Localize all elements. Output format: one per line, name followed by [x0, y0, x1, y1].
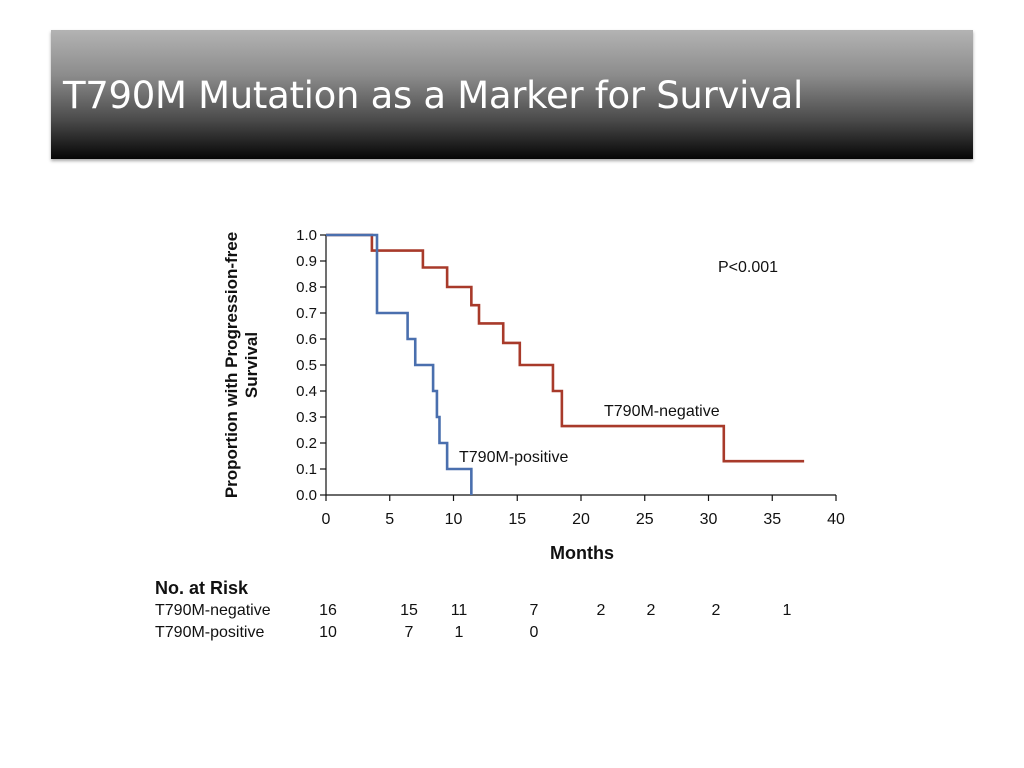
series-label: T790M-negative: [604, 403, 720, 420]
x-tick-label: 35: [763, 511, 781, 528]
y-tick-label: 0.7: [296, 305, 317, 322]
risk-row-label-positive: T790M-positive: [155, 624, 265, 641]
risk-value: 16: [319, 602, 337, 619]
risk-value: 1: [782, 602, 792, 619]
y-tick-label: 1.0: [296, 227, 317, 244]
x-tick-label: 30: [700, 511, 718, 528]
y-tick-label: 0.9: [296, 253, 317, 270]
risk-value: 2: [646, 602, 656, 619]
risk-table-heading: No. at Risk: [155, 578, 249, 598]
y-tick-label: 0.6: [296, 331, 317, 348]
y-axis-title: Proportion with Progression-freeSurvival: [222, 232, 261, 498]
series-line-t790m-negative: [326, 233, 805, 463]
risk-value: 2: [711, 602, 721, 619]
y-tick-label: 0.8: [296, 279, 317, 296]
x-tick-label: 10: [445, 511, 463, 528]
risk-table: No. at Risk T790M-negative T790M-positiv…: [155, 578, 855, 658]
p-value-annotation: P<0.001: [718, 259, 778, 276]
chart-series: [326, 233, 805, 495]
chart-axes: [320, 234, 837, 501]
y-tick-label: 0.2: [296, 435, 317, 452]
y-tick-label: 0.1: [296, 461, 317, 478]
x-tick-label: 15: [508, 511, 526, 528]
x-tick-label: 5: [385, 511, 394, 528]
risk-value: 0: [529, 624, 539, 641]
y-tick-label: 0.5: [296, 357, 317, 374]
x-tick-label: 0: [322, 511, 331, 528]
risk-value: 1: [454, 624, 464, 641]
risk-value: 15: [400, 602, 418, 619]
risk-value: 10: [319, 624, 337, 641]
risk-value: 11: [450, 602, 468, 619]
title-bar: T790M Mutation as a Marker for Survival: [51, 30, 973, 159]
series-label: T790M-positive: [459, 449, 568, 466]
risk-value: 2: [596, 602, 606, 619]
chart-labels: 0.0 0.1 0.2 0.3 0.4 0.5 0.6 0.7 0.8 0.9 1.0 0 5 10 15 2…: [222, 227, 845, 563]
y-tick-label: 0.4: [296, 383, 317, 400]
slide-title: T790M Mutation as a Marker for Survival: [63, 74, 804, 117]
x-tick-label: 40: [827, 511, 845, 528]
x-tick-label: 25: [636, 511, 654, 528]
risk-value: 7: [529, 602, 539, 619]
risk-row-label-negative: T790M-negative: [155, 602, 271, 619]
y-tick-label: 0.0: [296, 487, 317, 504]
series-line-t790m-positive: [326, 233, 473, 495]
x-tick-label: 20: [572, 511, 590, 528]
y-tick-label: 0.3: [296, 409, 317, 426]
x-axis-title: Months: [550, 543, 614, 563]
risk-value: 7: [404, 624, 414, 641]
